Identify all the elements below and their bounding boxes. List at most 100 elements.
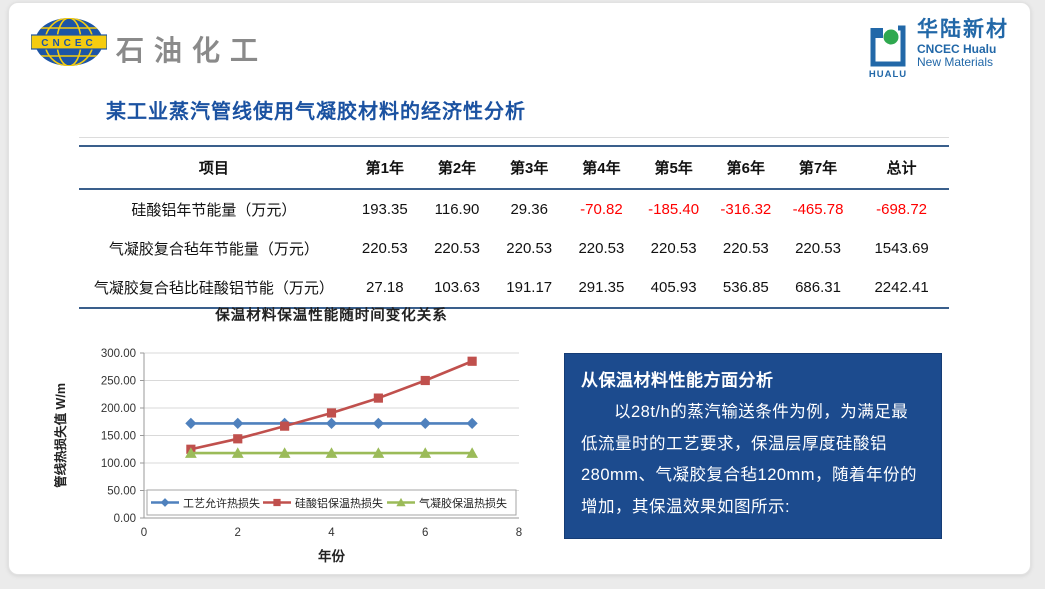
- table-row: 硅酸铝年节能量（万元） 193.35 116.90 29.36 -70.82 -185.4…: [79, 189, 949, 229]
- table-row: 气凝胶复合毡比硅酸铝节能（万元） 27.18 103.63 191.17 291.35 4…: [79, 268, 949, 309]
- analysis-box: 从保温材料性能方面分析 以28t/h的蒸汽输送条件为例，为满足最低流量时的工艺要…: [564, 353, 942, 539]
- triangle-marker-icon: [184, 447, 197, 458]
- value-cell: -465.78: [792, 201, 844, 218]
- cncec-globe-icon: CNCEC: [31, 18, 107, 66]
- brand-text: 石油化工: [116, 36, 269, 67]
- x-tick-label: 8: [516, 527, 522, 539]
- performance-chart: 保温材料保温性能随时间变化关系 0.00 50.00 100.00 150.00 200…: [49, 304, 569, 571]
- title-divider: [79, 137, 949, 138]
- square-marker-icon: [373, 393, 383, 403]
- legend-box: [146, 489, 517, 516]
- header-cell: 项目: [79, 145, 349, 190]
- y-tick-label: 300.00: [101, 348, 136, 360]
- value-cell: 291.35: [565, 268, 638, 309]
- value-cell: 1543.69: [874, 240, 929, 257]
- y-tick-label: 150.00: [101, 431, 136, 443]
- value-cell: 220.53: [795, 240, 841, 257]
- analysis-heading: 从保温材料性能方面分析: [581, 371, 774, 390]
- value-cell: 220.53: [578, 240, 625, 257]
- header-cell: 第3年: [493, 145, 566, 190]
- x-tick-label: 6: [422, 527, 428, 539]
- value-cell: 191.17: [493, 268, 566, 309]
- square-marker-icon: [420, 375, 430, 386]
- chart-canvas: 0.00 50.00 100.00 150.00 200.00 250.00 300.00 0…: [53, 348, 522, 564]
- y-tick-label: 250.00: [101, 376, 136, 388]
- y-tick-label: 200.00: [101, 403, 136, 415]
- value-cell: 220.53: [434, 240, 480, 257]
- header-cell: 第5年: [637, 145, 710, 190]
- table-row: 气凝胶复合毡年节能量（万元） 220.53 220.53 220.53 220.53 22…: [79, 229, 949, 268]
- hualu-logo: HUALU 华陆新材 CNCEC Hualu New Materials: [864, 18, 1009, 81]
- triangle-marker-icon: [396, 497, 406, 507]
- diamond-marker-icon: [232, 417, 244, 429]
- value-cell: 29.36: [510, 201, 548, 218]
- header-cell: 第7年: [781, 145, 855, 190]
- value-cell: 27.18: [348, 268, 421, 309]
- value-cell: 536.85: [709, 268, 782, 309]
- row-label-cell: 气凝胶复合毡比硅酸铝节能（万元）: [79, 268, 349, 309]
- analysis-body: 以28t/h的蒸汽输送条件为例，为满足最低流量时的工艺要求，保温层厚度硅酸铝28…: [581, 403, 918, 517]
- row-label-cell: 气凝胶复合毡年节能量（万元）: [108, 241, 319, 258]
- triangle-marker-icon: [325, 447, 338, 458]
- diamond-marker-icon: [419, 417, 431, 429]
- x-tick-label: 0: [141, 527, 147, 539]
- triangle-marker-icon: [231, 447, 244, 458]
- triangle-marker-icon: [278, 447, 291, 458]
- table-header: 项目 第1年 第2年 第3年 第4年 第5年 第6年 第7年 总计: [79, 145, 949, 190]
- slide: CNCEC 石油化工 HUALU 华陆新材 CNCEC Hualu New Ma…: [8, 2, 1031, 575]
- value-cell: 405.93: [637, 268, 710, 309]
- chart-title: 保温材料保温性能随时间变化关系: [215, 308, 448, 324]
- y-tick-label: 0.00: [114, 513, 136, 525]
- x-axis-title: 年份: [318, 548, 345, 564]
- x-tick-label: 4: [328, 527, 335, 539]
- square-marker-icon: [280, 421, 290, 431]
- value-cell: 220.53: [361, 240, 408, 257]
- diamond-marker-icon: [325, 417, 338, 429]
- x-tick-label: 2: [235, 527, 241, 539]
- value-cell: 193.35: [361, 201, 408, 218]
- cncec-logo-label: CNCEC: [41, 38, 97, 49]
- hualu-icon: HUALU: [869, 25, 907, 80]
- hualu-brand-en1: CNCEC Hualu: [917, 42, 997, 57]
- header-cell: 第4年: [565, 145, 638, 190]
- y-tick-label: 50.00: [107, 486, 136, 498]
- square-marker-icon: [273, 498, 281, 507]
- square-marker-icon: [326, 408, 337, 418]
- hualu-logo-label: HUALU: [869, 69, 907, 80]
- value-cell: 116.90: [434, 201, 480, 218]
- y-axis-title: 管线热损失值 W/m: [53, 383, 68, 488]
- diamond-marker-icon: [185, 417, 197, 429]
- square-marker-icon: [467, 356, 477, 366]
- square-marker-icon: [233, 434, 243, 444]
- hualu-brand-cn: 华陆新材: [917, 18, 1009, 41]
- value-cell: 220.53: [722, 240, 769, 257]
- economics-table: 项目 第1年 第2年 第3年 第4年 第5年 第6年 第7年 总计 硅酸铝年节能量（万元） 193…: [79, 145, 949, 309]
- series-line: [190, 360, 473, 451]
- triangle-marker-icon: [419, 447, 432, 458]
- hualu-text-block: 华陆新材 CNCEC Hualu New Materials: [917, 18, 1009, 81]
- hualu-brand-en2: New Materials: [917, 54, 994, 69]
- value-cell: -316.32: [720, 201, 772, 218]
- legend-label: 气凝胶保温热损失: [419, 496, 507, 510]
- value-cell: 103.63: [420, 268, 494, 309]
- header-cell: 第1年: [348, 145, 421, 190]
- value-cell: 686.31: [781, 268, 855, 309]
- value-cell: -185.40: [648, 201, 700, 218]
- diamond-marker-icon: [466, 417, 478, 429]
- header-cell: 第2年: [420, 145, 494, 190]
- header-cell: 总计: [854, 145, 949, 190]
- value-cell: 220.53: [650, 240, 697, 257]
- row-label-cell: 硅酸铝年节能量（万元）: [131, 202, 297, 219]
- value-cell: -70.82: [580, 201, 623, 218]
- value-cell: 220.53: [506, 240, 553, 257]
- diamond-marker-icon: [372, 417, 384, 429]
- legend-label: 硅酸铝保温热损失: [295, 496, 383, 510]
- value-cell: 2242.41: [854, 268, 949, 309]
- triangle-marker-icon: [372, 447, 385, 458]
- y-tick-label: 100.00: [101, 458, 136, 470]
- header-cell: 第6年: [709, 145, 782, 190]
- page-title: 某工业蒸汽管线使用气凝胶材料的经济性分析: [106, 101, 526, 123]
- value-cell: -698.72: [876, 201, 927, 218]
- legend-label: 工艺允许热损失: [183, 496, 260, 510]
- triangle-marker-icon: [466, 447, 479, 458]
